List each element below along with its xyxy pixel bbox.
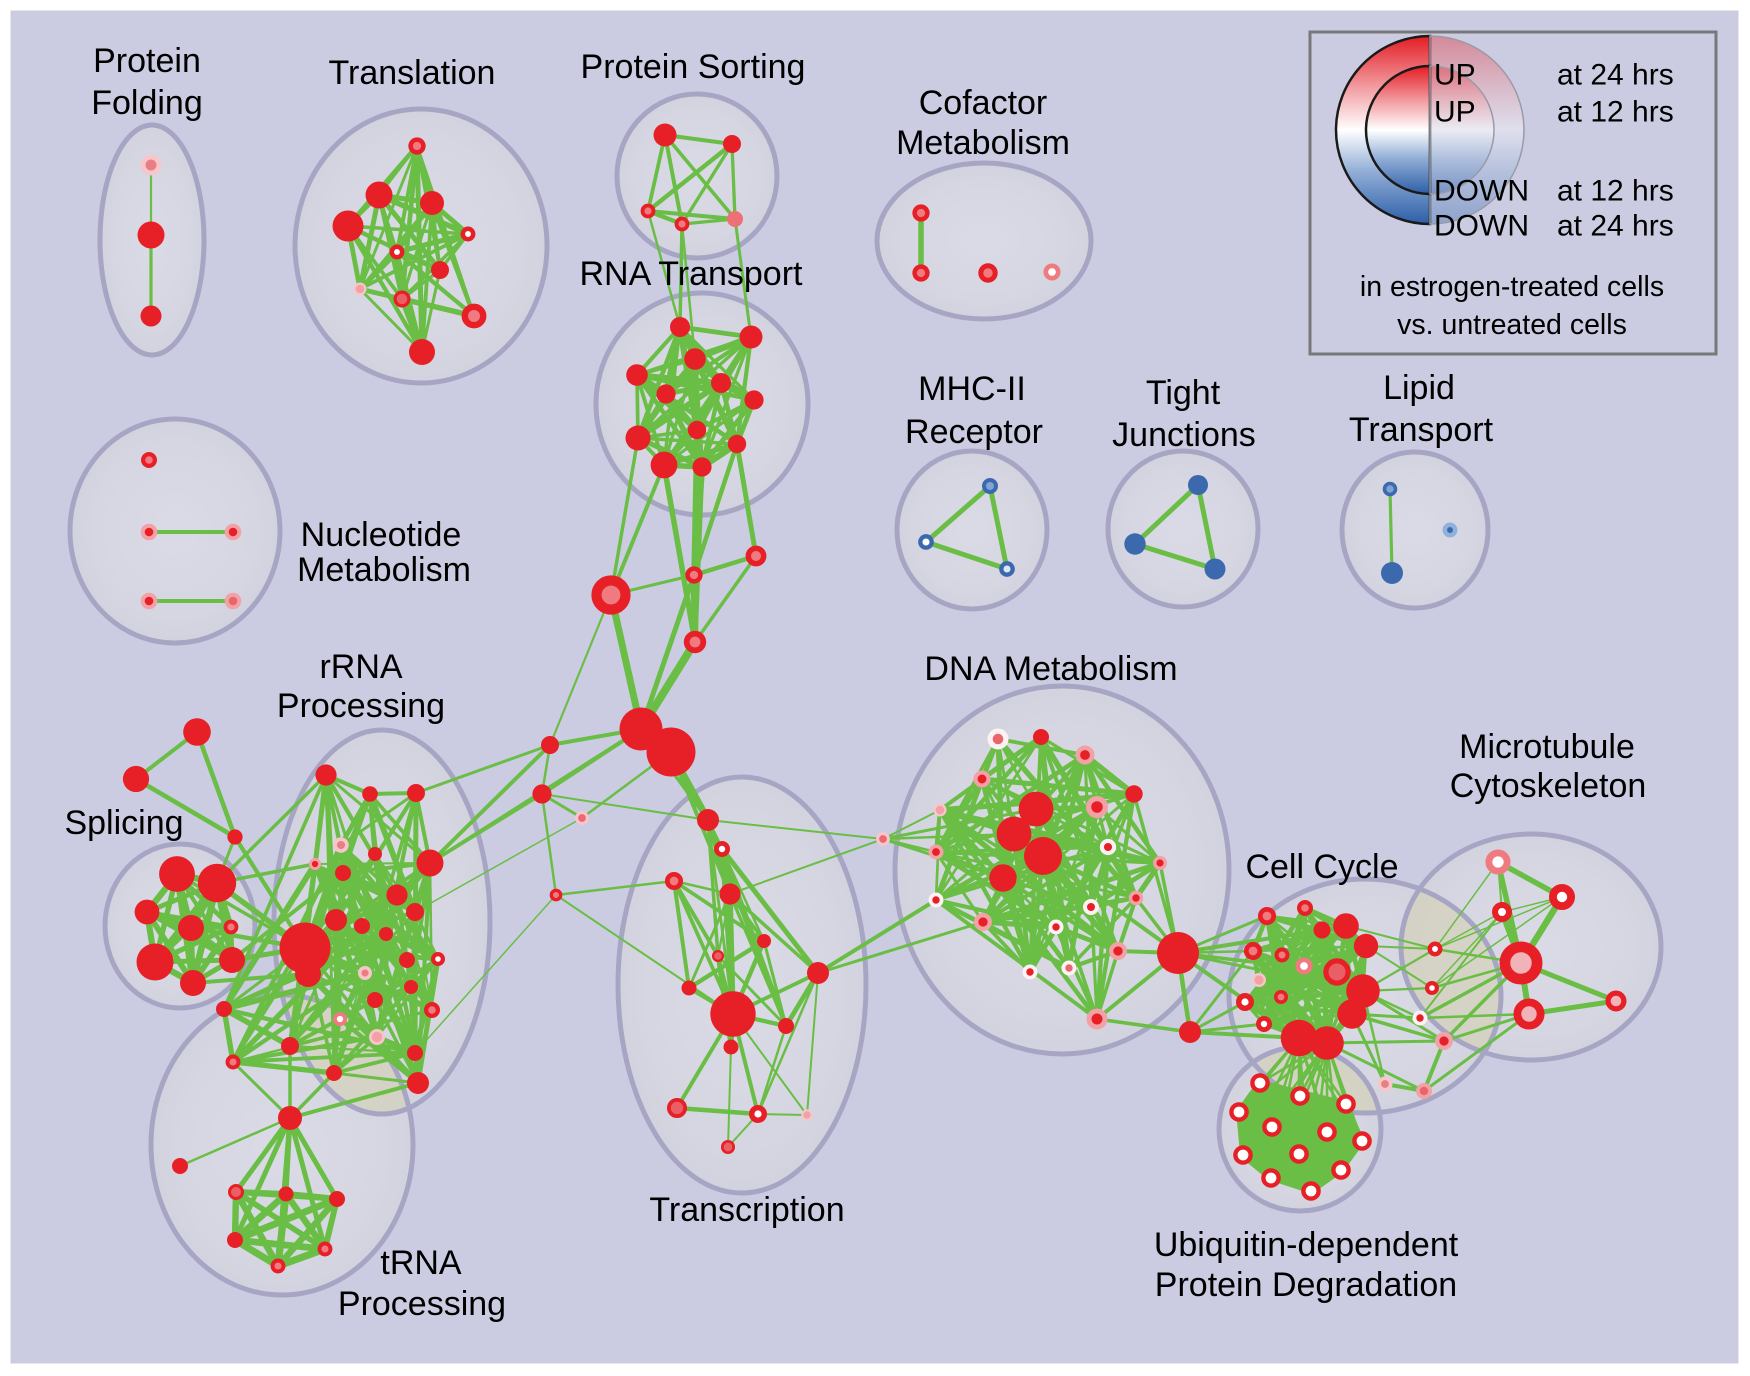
svg-text:Cell Cycle: Cell Cycle: [1245, 848, 1398, 886]
svg-text:tRNA: tRNA: [380, 1244, 462, 1282]
svg-text:at 12 hrs: at 12 hrs: [1557, 96, 1674, 129]
svg-text:Microtubule: Microtubule: [1459, 728, 1635, 766]
svg-text:Nucleotide: Nucleotide: [301, 516, 462, 554]
svg-text:RNA Transport: RNA Transport: [580, 255, 804, 293]
svg-text:at 12 hrs: at 12 hrs: [1557, 175, 1674, 208]
svg-text:Ubiquitin-dependent: Ubiquitin-dependent: [1154, 1226, 1459, 1264]
svg-text:rRNA: rRNA: [319, 648, 402, 686]
svg-text:Lipid: Lipid: [1383, 369, 1455, 407]
svg-text:Processing: Processing: [277, 687, 445, 725]
svg-text:Folding: Folding: [91, 84, 203, 122]
svg-text:Splicing: Splicing: [64, 804, 183, 842]
svg-text:UP: UP: [1434, 96, 1476, 129]
svg-text:Processing: Processing: [338, 1285, 506, 1323]
svg-text:MHC-II: MHC-II: [918, 370, 1026, 408]
svg-text:DOWN: DOWN: [1434, 175, 1529, 208]
svg-text:in estrogen-treated cells: in estrogen-treated cells: [1360, 271, 1664, 303]
svg-text:Metabolism: Metabolism: [297, 551, 471, 589]
svg-text:Tight: Tight: [1146, 374, 1221, 412]
svg-text:vs. untreated cells: vs. untreated cells: [1397, 309, 1627, 341]
svg-text:at 24 hrs: at 24 hrs: [1557, 59, 1674, 92]
svg-text:Protein Sorting: Protein Sorting: [581, 48, 806, 86]
svg-text:at 24 hrs: at 24 hrs: [1557, 210, 1674, 243]
svg-text:Protein Degradation: Protein Degradation: [1155, 1266, 1457, 1304]
svg-text:DOWN: DOWN: [1434, 210, 1529, 243]
svg-text:UP: UP: [1434, 59, 1476, 92]
svg-text:Transcription: Transcription: [649, 1191, 844, 1229]
svg-text:Cytoskeleton: Cytoskeleton: [1450, 767, 1647, 805]
svg-text:Receptor: Receptor: [905, 413, 1043, 451]
svg-text:Transport: Transport: [1349, 411, 1494, 449]
svg-text:Protein: Protein: [93, 42, 201, 80]
svg-text:Junctions: Junctions: [1112, 416, 1256, 454]
svg-text:Translation: Translation: [329, 54, 496, 92]
svg-text:DNA Metabolism: DNA Metabolism: [924, 650, 1177, 688]
svg-text:Cofactor: Cofactor: [919, 84, 1048, 122]
svg-text:Metabolism: Metabolism: [896, 124, 1070, 162]
